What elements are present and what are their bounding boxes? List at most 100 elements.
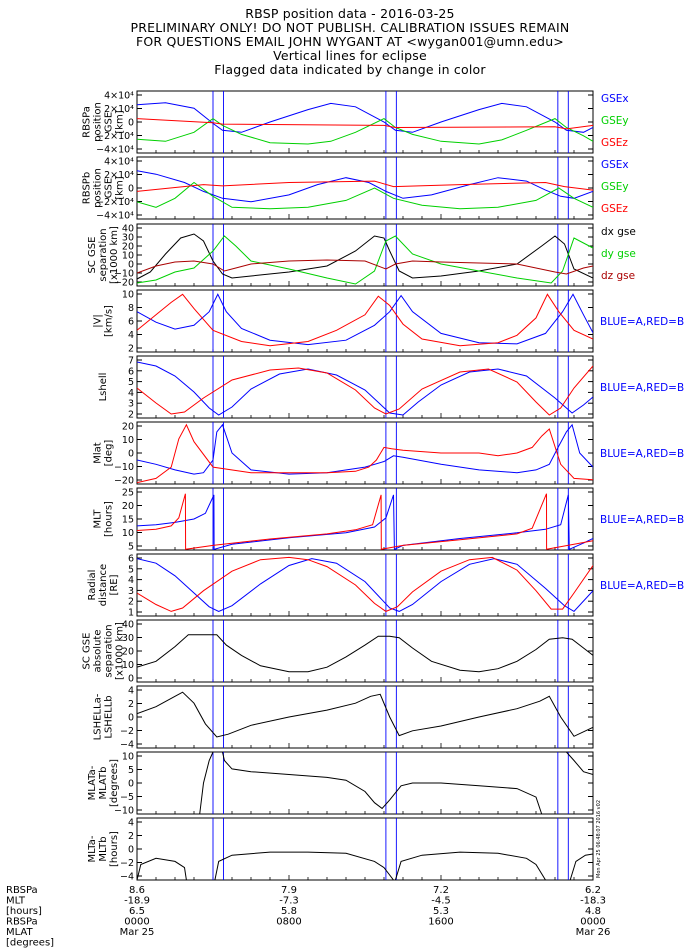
- series-line-a: [137, 558, 593, 613]
- series-line-diff: [137, 691, 593, 738]
- y-tick-label: 2×10⁴: [104, 104, 134, 115]
- y-tick-label: 10: [122, 752, 134, 763]
- y-tick-label: 0: [128, 449, 134, 460]
- panel-abs-sep: 40 30 20 10 0 SC GSE absolute separation [x1000 …: [82, 619, 594, 685]
- y-tick-label: −2×10⁴: [96, 197, 134, 208]
- series-line-d2: [214, 851, 394, 880]
- y-tick-label: 6: [128, 554, 134, 565]
- series-line-diffl: [199, 752, 214, 814]
- series-line-d1: [137, 857, 187, 880]
- x-axis-value: 5.3: [433, 906, 449, 917]
- y-axis-label: Radial: [87, 570, 98, 601]
- y-axis-label: [km/s]: [104, 305, 115, 337]
- y-axis-label: GSE: [104, 112, 115, 132]
- panel-frame: [136, 156, 594, 220]
- x-axis-value: Mar 25: [120, 927, 155, 938]
- y-axis-label: MLTb: [98, 836, 109, 861]
- series-line-gsez: [137, 180, 593, 192]
- y-tick-label: 8: [128, 303, 134, 314]
- legend-entry: BLUE=A,RED=B: [600, 514, 684, 526]
- y-tick-label: 4×10⁴: [104, 91, 134, 102]
- legend-entry: BLUE=A,RED=B: [600, 382, 684, 394]
- x-axis-row-label: RBSPa: [6, 885, 38, 896]
- y-tick-label: 0: [128, 713, 134, 724]
- panel-lshell-diff: 4 2 0 −2 −4 LSHELLa- LSHELLb: [93, 685, 594, 751]
- y-axis-label: LSHELLa-: [93, 693, 104, 740]
- y-tick-label: 10: [122, 660, 134, 671]
- y-tick-label: 4: [128, 330, 134, 341]
- y-axis-label: separation: [104, 624, 115, 677]
- y-tick-label: 25: [122, 488, 134, 499]
- x-axis-value: 0000: [124, 917, 149, 928]
- y-axis-label: [RE]: [109, 574, 120, 595]
- legend-entry: dx gse: [601, 226, 636, 238]
- x-axis-annotation: RBSPaMLT[hours]RBSPaMLAT[degrees]8.6-18.…: [6, 885, 610, 949]
- series-line-gsex: [137, 102, 593, 133]
- panel-mlt-diff: 4 2 0 −2 −4 MLTa- MLTb [hours]: [87, 817, 594, 883]
- series-line-dx-gse: [137, 233, 593, 280]
- y-axis-label: |V|: [93, 314, 104, 328]
- y-axis-label: distance: [98, 564, 109, 606]
- legend-entry: GSEx: [601, 159, 629, 171]
- x-axis-value: 7.2: [433, 885, 449, 896]
- y-tick-label: 20: [122, 242, 134, 253]
- y-axis-label: [x1000 km]: [115, 622, 126, 680]
- y-tick-label: −4: [120, 740, 134, 751]
- x-axis-value: -18.3: [580, 896, 606, 907]
- y-tick-label: 5: [128, 765, 134, 776]
- legend-entry: BLUE=A,RED=B: [600, 448, 684, 460]
- y-axis-label: MLATa-: [87, 765, 98, 800]
- y-tick-label: 0: [128, 674, 134, 685]
- legend-entry: dy gse: [601, 248, 636, 260]
- legend-entry: GSEz: [601, 137, 628, 149]
- y-tick-label: 20: [122, 422, 134, 433]
- y-tick-label: −2×10⁴: [96, 131, 134, 142]
- y-tick-label: 0: [128, 118, 134, 129]
- title-line-1: RBSP position data - 2016-03-25: [245, 6, 455, 21]
- series-line-dy-gse: [137, 235, 593, 285]
- x-axis-value: -4.5: [431, 896, 451, 907]
- y-tick-label: 2: [128, 410, 134, 421]
- series-line-a: [137, 423, 593, 475]
- y-axis-label: position: [93, 168, 104, 208]
- y-tick-label: 0: [128, 260, 134, 271]
- x-axis-row-label: MLAT: [6, 927, 33, 938]
- y-tick-label: 30: [122, 233, 134, 244]
- y-tick-label: 5: [128, 542, 134, 553]
- x-axis-value: 7.9: [281, 885, 297, 896]
- x-axis-row-label: [hours]: [6, 906, 42, 917]
- y-tick-label: −2: [120, 858, 134, 869]
- series-line-abs: [137, 634, 593, 673]
- y-axis-label: RBSPa: [82, 106, 93, 138]
- series-line-b: [137, 423, 593, 484]
- panel-frame: [136, 751, 594, 815]
- panel-frame: [136, 817, 594, 881]
- y-tick-label: 20: [122, 647, 134, 658]
- legend-entry: GSEy: [601, 115, 629, 127]
- title-line-5: Flagged data indicated by change in colo…: [214, 62, 486, 77]
- y-tick-label: 4×10⁴: [104, 157, 134, 168]
- y-tick-label: 1: [128, 608, 134, 619]
- y-tick-label: 4: [128, 388, 134, 399]
- y-tick-label: 0: [128, 184, 134, 195]
- panel-frame: [136, 223, 594, 287]
- panel-velocity: 10 8 6 4 2 |V| [km/s] BLUE=A,RED=B: [93, 289, 684, 355]
- series-line-gsey: [137, 181, 593, 210]
- legend-entry: BLUE=A,RED=B: [600, 580, 684, 592]
- y-axis-label: [deg]: [104, 440, 115, 467]
- y-tick-label: −20: [114, 476, 134, 487]
- y-axis-label: SC GSE: [82, 633, 93, 670]
- y-tick-label: −10: [114, 462, 134, 473]
- series-line-b: [137, 556, 593, 612]
- y-tick-label: 2: [128, 699, 134, 710]
- series-line-b: [137, 493, 593, 550]
- panel-frame: [136, 487, 594, 551]
- y-tick-label: 20: [122, 501, 134, 512]
- y-tick-label: 40: [122, 620, 134, 631]
- y-tick-label: −10: [114, 806, 134, 817]
- y-tick-label: 3: [128, 586, 134, 597]
- y-tick-label: 2: [128, 831, 134, 842]
